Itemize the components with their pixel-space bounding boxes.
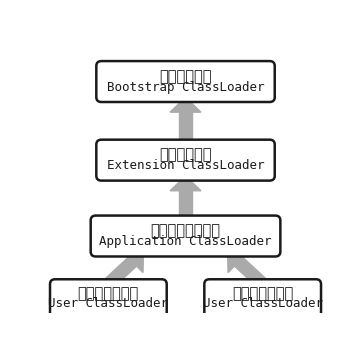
- Text: Application ClassLoader: Application ClassLoader: [99, 235, 272, 248]
- Polygon shape: [122, 251, 143, 272]
- FancyBboxPatch shape: [96, 61, 275, 102]
- FancyBboxPatch shape: [96, 140, 275, 181]
- Polygon shape: [228, 251, 249, 272]
- Text: 自定义类加载器: 自定义类加载器: [78, 286, 139, 301]
- Polygon shape: [170, 97, 201, 112]
- Polygon shape: [179, 112, 192, 144]
- Text: Bootstrap ClassLoader: Bootstrap ClassLoader: [107, 81, 264, 94]
- Text: 启动类加载器: 启动类加载器: [159, 69, 212, 84]
- Text: User ClassLoader: User ClassLoader: [49, 297, 168, 310]
- Polygon shape: [104, 258, 136, 288]
- Polygon shape: [235, 258, 267, 288]
- Polygon shape: [179, 191, 192, 220]
- Polygon shape: [170, 176, 201, 191]
- Text: User ClassLoader: User ClassLoader: [203, 297, 323, 310]
- FancyBboxPatch shape: [204, 279, 321, 318]
- FancyBboxPatch shape: [50, 279, 167, 318]
- Text: 扩展类加载器: 扩展类加载器: [159, 147, 212, 163]
- Text: 应用程序类加载器: 应用程序类加载器: [151, 224, 220, 239]
- Text: 自定义类加载器: 自定义类加载器: [232, 286, 293, 301]
- Text: Extension ClassLoader: Extension ClassLoader: [107, 159, 264, 172]
- FancyBboxPatch shape: [91, 215, 280, 257]
